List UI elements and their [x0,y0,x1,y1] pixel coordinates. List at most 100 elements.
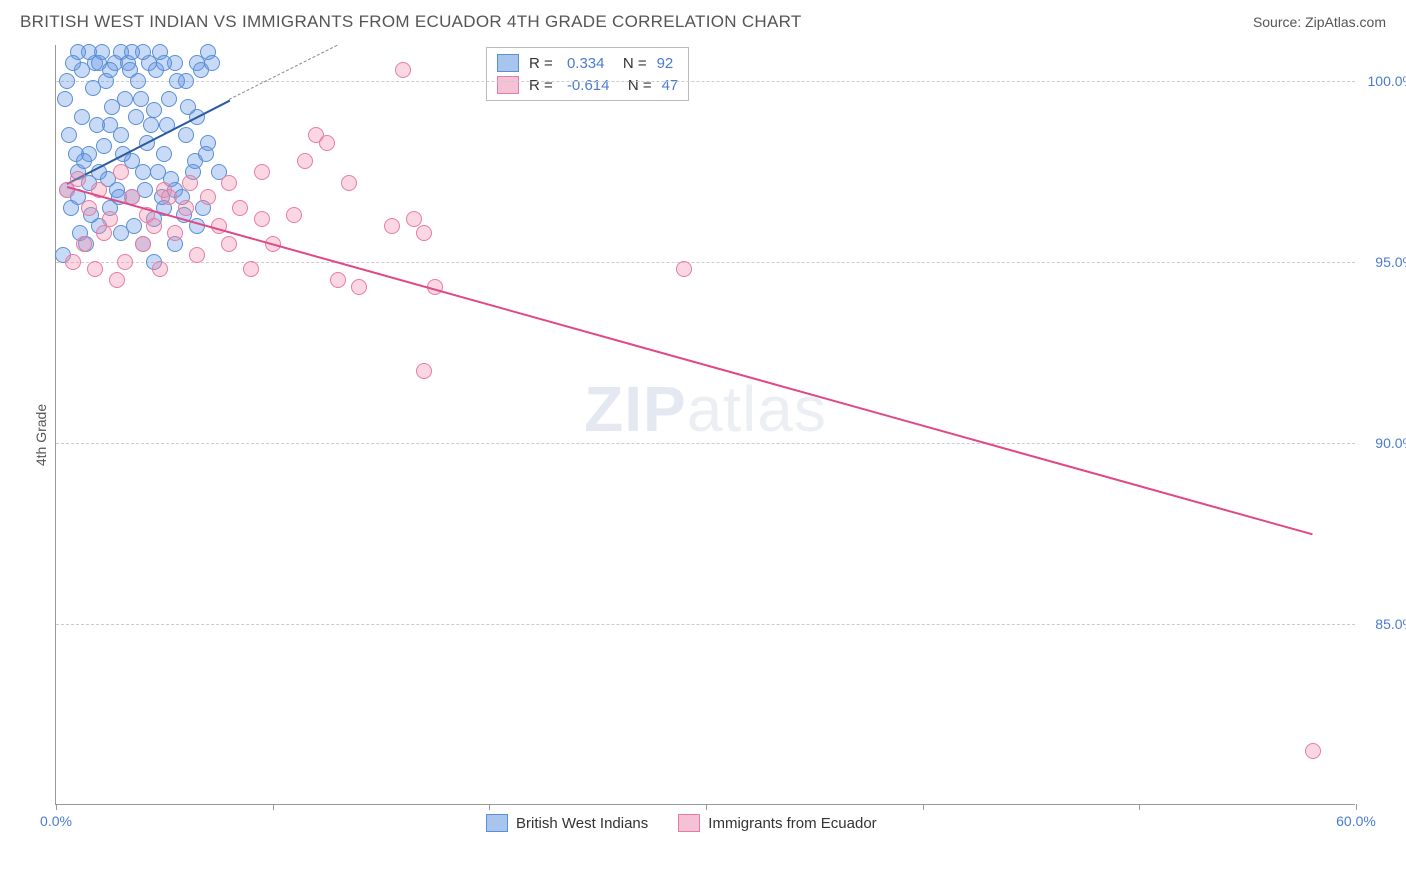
data-point [89,117,105,133]
data-point [113,164,129,180]
xtick-mark [923,804,924,810]
data-point [146,102,162,118]
data-point [198,146,214,162]
data-point [416,225,432,241]
ytick-label: 100.0% [1360,73,1406,89]
xtick-mark [489,804,490,810]
data-point [156,146,172,162]
data-point [161,91,177,107]
data-point [221,175,237,191]
ytick-label: 95.0% [1360,254,1406,270]
data-point [133,91,149,107]
gridline-h [56,81,1355,82]
legend-item-1: Immigrants from Ecuador [678,814,876,832]
data-point [330,272,346,288]
chart-header: BRITISH WEST INDIAN VS IMMIGRANTS FROM E… [0,0,1406,40]
data-point [189,247,205,263]
watermark: ZIPatlas [584,372,827,446]
data-point [117,254,133,270]
data-point [286,207,302,223]
n-value-0: 92 [657,55,674,72]
data-point [169,73,185,89]
xtick-mark [1356,804,1357,810]
plot-area: ZIPatlas R = 0.334 N = 92 R = -0.614 N =… [55,45,1355,805]
data-point [254,164,270,180]
legend-swatch-1 [678,814,700,832]
data-point [351,279,367,295]
data-point [221,236,237,252]
data-point [76,236,92,252]
xtick-label: 0.0% [40,813,72,829]
legend-item-0: British West Indians [486,814,648,832]
data-point [126,218,142,234]
stat-row-1: R = -0.614 N = 47 [497,74,678,96]
data-point [232,200,248,216]
data-point [113,127,129,143]
r-value-1: -0.614 [567,77,610,94]
data-point [182,175,198,191]
data-point [61,127,77,143]
data-point [161,189,177,205]
data-point [135,236,151,252]
data-point [128,109,144,125]
legend-swatch-0 [486,814,508,832]
data-point [70,44,86,60]
xtick-mark [56,804,57,810]
stat-row-0: R = 0.334 N = 92 [497,52,678,74]
data-point [143,117,159,133]
data-point [319,135,335,151]
data-point [65,254,81,270]
data-point [156,55,172,71]
data-point [178,127,194,143]
xtick-mark [706,804,707,810]
data-point [63,200,79,216]
data-point [178,200,194,216]
data-point [96,225,112,241]
data-point [254,211,270,227]
data-point [395,62,411,78]
r-value-0: 0.334 [567,55,605,72]
data-point [102,62,118,78]
stat-legend: R = 0.334 N = 92 R = -0.614 N = 47 [486,47,689,101]
data-point [135,164,151,180]
chart-container: 4th Grade ZIPatlas R = 0.334 N = 92 R = … [55,45,1376,825]
data-point [384,218,400,234]
n-value-1: 47 [662,77,679,94]
data-point [96,138,112,154]
gridline-h [56,624,1355,625]
data-point [297,153,313,169]
trend-line-ext [229,45,338,100]
data-point [70,171,86,187]
legend-label-0: British West Indians [516,815,648,832]
data-point [124,44,140,60]
data-point [76,153,92,169]
data-point [200,189,216,205]
data-point [122,62,138,78]
data-point [57,91,73,107]
trend-line [67,186,1313,535]
data-point [406,211,422,227]
ytick-label: 90.0% [1360,435,1406,451]
data-point [416,363,432,379]
data-point [109,272,125,288]
data-point [81,200,97,216]
chart-source: Source: ZipAtlas.com [1253,14,1386,30]
data-point [74,109,90,125]
data-point [204,55,220,71]
bottom-legend: British West Indians Immigrants from Ecu… [486,814,877,832]
data-point [167,225,183,241]
gridline-h [56,443,1355,444]
data-point [1305,743,1321,759]
legend-label-1: Immigrants from Ecuador [708,815,876,832]
ytick-label: 85.0% [1360,616,1406,632]
data-point [59,73,75,89]
xtick-mark [1139,804,1140,810]
data-point [87,261,103,277]
chart-title: BRITISH WEST INDIAN VS IMMIGRANTS FROM E… [20,12,802,32]
y-axis-label: 4th Grade [33,404,49,466]
swatch-series-0 [497,54,519,72]
data-point [104,99,120,115]
swatch-series-1 [497,76,519,94]
data-point [243,261,259,277]
data-point [180,99,196,115]
